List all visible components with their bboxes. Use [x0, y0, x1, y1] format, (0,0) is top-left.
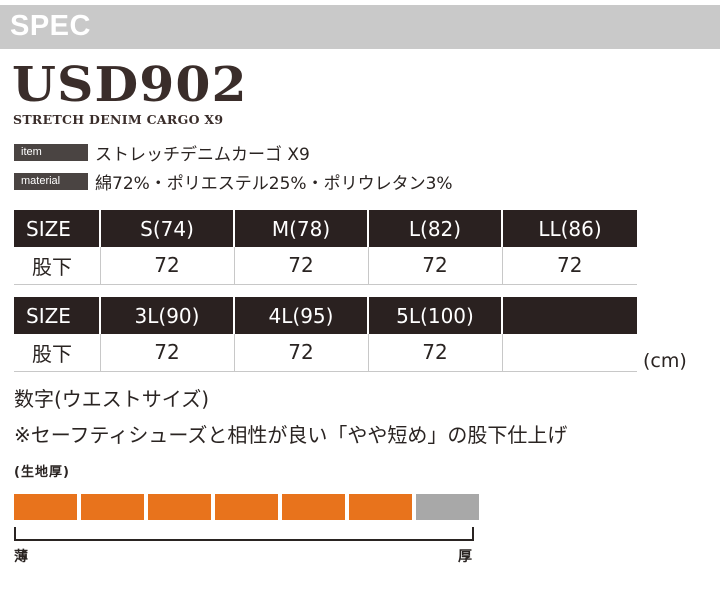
size-table-1-header: SIZE S(74) M(78) L(82) LL(86) [14, 210, 637, 247]
table-cell: 72 [233, 247, 368, 285]
table-header-cell: 4L(95) [233, 297, 368, 334]
table-cell: 72 [367, 247, 502, 285]
model-number: USD902 [12, 57, 248, 113]
thick-end-label: 厚 [458, 549, 472, 565]
table-header-cell: LL(86) [501, 210, 637, 247]
material-value: 綿72%・ポリエステル25%・ポリウレタン3% [95, 173, 453, 194]
table-row: 股下 72 72 72 [14, 334, 637, 372]
material-row: material 綿72%・ポリエステル25%・ポリウレタン3% [14, 168, 453, 194]
table-header-cell: S(74) [99, 210, 234, 247]
size-table-2-header: SIZE 3L(90) 4L(95) 5L(100) [14, 297, 637, 334]
gauge-segment-filled [282, 494, 345, 520]
note-inseam: ※セーフティシューズと相性が良い「やや短め」の股下仕上げ [14, 423, 568, 447]
gauge-segment-filled [215, 494, 278, 520]
table-cell: 72 [367, 334, 502, 372]
table-header-cell: SIZE [14, 210, 100, 247]
item-tag: item [14, 143, 88, 161]
material-tag: material [14, 172, 88, 190]
size-table-2: SIZE 3L(90) 4L(95) 5L(100) 股下 72 72 72 [14, 297, 637, 372]
thickness-gauge [14, 494, 479, 520]
unit-label: (cm) [643, 350, 687, 372]
gauge-segment-empty [416, 494, 479, 520]
table-cell: 72 [233, 334, 368, 372]
table-cell: 72 [99, 334, 234, 372]
gauge-segment-filled [81, 494, 144, 520]
item-row: item ストレッチデニムカーゴ X9 [14, 139, 310, 165]
table-header-cell: 3L(90) [99, 297, 234, 334]
spec-header-bar: SPEC [0, 5, 720, 49]
thickness-label: (生地厚) [14, 465, 70, 480]
note-waist: 数字(ウエストサイズ) [14, 387, 210, 411]
table-cell [501, 334, 637, 372]
thickness-scale-line [14, 527, 474, 541]
table-header-cell: L(82) [367, 210, 502, 247]
table-header-cell: 5L(100) [367, 297, 502, 334]
table-row: 股下 72 72 72 72 [14, 247, 637, 285]
product-subtitle: STRETCH DENIM CARGO X9 [13, 112, 224, 127]
table-cell: 72 [501, 247, 637, 285]
table-cell: 股下 [14, 247, 100, 285]
table-header-cell: M(78) [233, 210, 368, 247]
table-cell: 股下 [14, 334, 100, 372]
size-table-1: SIZE S(74) M(78) L(82) LL(86) 股下 72 72 7… [14, 210, 637, 285]
table-cell: 72 [99, 247, 234, 285]
gauge-segment-filled [14, 494, 77, 520]
thin-label: 薄 [14, 549, 28, 565]
spec-header-label: SPEC [10, 10, 91, 42]
gauge-segment-filled [148, 494, 211, 520]
table-header-cell [501, 297, 637, 334]
table-header-cell: SIZE [14, 297, 100, 334]
gauge-segment-filled [349, 494, 412, 520]
item-value: ストレッチデニムカーゴ X9 [95, 144, 310, 165]
